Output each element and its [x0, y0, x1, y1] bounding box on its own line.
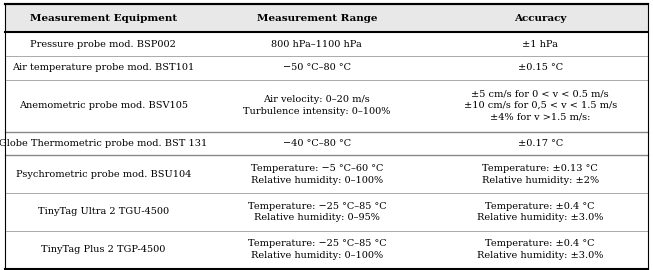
Text: Temperature: ±0.4 °C
Relative humidity: ±3.0%: Temperature: ±0.4 °C Relative humidity: …: [477, 239, 603, 260]
Text: TinyTag Ultra 2 TGU-4500: TinyTag Ultra 2 TGU-4500: [38, 207, 168, 217]
Text: 800 hPa–1100 hPa: 800 hPa–1100 hPa: [272, 40, 362, 49]
Text: Measurement Equipment: Measurement Equipment: [29, 14, 177, 23]
Text: TinyTag Plus 2 TGP-4500: TinyTag Plus 2 TGP-4500: [41, 245, 165, 254]
Text: Pressure probe mod. BSP002: Pressure probe mod. BSP002: [30, 40, 176, 49]
Text: Measurement Range: Measurement Range: [257, 14, 377, 23]
Text: Temperature: −25 °C–85 °C
Relative humidity: 0–100%: Temperature: −25 °C–85 °C Relative humid…: [247, 239, 386, 260]
Bar: [5, 4, 648, 32]
Text: ±0.17 °C: ±0.17 °C: [518, 139, 563, 148]
Text: Globe Thermometric probe mod. BST 131: Globe Thermometric probe mod. BST 131: [0, 139, 208, 148]
Text: −50 °C–80 °C: −50 °C–80 °C: [283, 63, 351, 72]
Text: Air temperature probe mod. BST101: Air temperature probe mod. BST101: [12, 63, 195, 72]
Text: Temperature: −5 °C–60 °C
Relative humidity: 0–100%: Temperature: −5 °C–60 °C Relative humidi…: [251, 164, 383, 185]
Text: ±0.15 °C: ±0.15 °C: [518, 63, 563, 72]
Text: Temperature: ±0.13 °C
Relative humidity: ±2%: Temperature: ±0.13 °C Relative humidity:…: [481, 164, 599, 185]
Text: Anemometric probe mod. BSV105: Anemometric probe mod. BSV105: [19, 101, 187, 110]
Text: ±5 cm/s for 0 < v < 0.5 m/s
±10 cm/s for 0,5 < v < 1.5 m/s
±4% for v >1.5 m/s:: ±5 cm/s for 0 < v < 0.5 m/s ±10 cm/s for…: [464, 89, 617, 122]
Text: Temperature: −25 °C–85 °C
Relative humidity: 0–95%: Temperature: −25 °C–85 °C Relative humid…: [247, 201, 386, 222]
Text: −40 °C–80 °C: −40 °C–80 °C: [283, 139, 351, 148]
Text: Accuracy: Accuracy: [514, 14, 566, 23]
Text: ±1 hPa: ±1 hPa: [522, 40, 558, 49]
Text: Air velocity: 0–20 m/s
Turbulence intensity: 0–100%: Air velocity: 0–20 m/s Turbulence intens…: [243, 95, 390, 116]
Text: Psychrometric probe mod. BSU104: Psychrometric probe mod. BSU104: [16, 170, 191, 179]
Text: Temperature: ±0.4 °C
Relative humidity: ±3.0%: Temperature: ±0.4 °C Relative humidity: …: [477, 201, 603, 222]
